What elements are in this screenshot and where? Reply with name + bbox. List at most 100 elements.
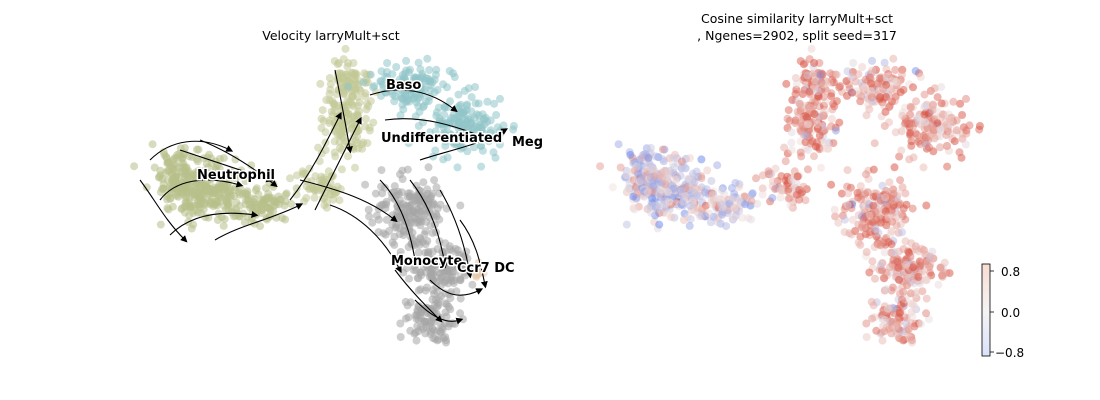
cell-point xyxy=(419,324,428,333)
cell-point xyxy=(322,96,331,104)
cell-point xyxy=(906,102,915,111)
cell-point xyxy=(835,83,844,92)
cell-point xyxy=(444,279,453,288)
cell-point xyxy=(679,216,688,224)
cell-point xyxy=(406,326,415,335)
cell-point xyxy=(870,139,879,148)
cell-point xyxy=(630,205,639,214)
cell-point xyxy=(401,79,409,88)
colorbar-tick-label-mid: 0.0 xyxy=(1001,306,1020,320)
cell-point xyxy=(871,207,880,216)
cell-point xyxy=(344,76,353,85)
cell-point xyxy=(928,106,937,115)
cell-point xyxy=(717,186,726,195)
cell-point xyxy=(925,143,933,152)
cell-point xyxy=(940,258,949,267)
cell-point xyxy=(896,88,905,97)
cell-point xyxy=(442,336,450,345)
cell-point xyxy=(650,172,659,181)
cell-point xyxy=(626,150,635,159)
colorbar-gradient xyxy=(981,263,991,357)
cell-point xyxy=(418,72,427,81)
velocity-panel: Velocity larryMult+sct Baso Undifferenti… xyxy=(130,28,545,347)
cell-point xyxy=(908,204,917,213)
cell-point xyxy=(353,112,362,121)
cell-point xyxy=(425,66,434,74)
cell-point xyxy=(226,167,235,176)
cell-point xyxy=(856,182,865,191)
cell-point xyxy=(429,152,438,161)
cell-point xyxy=(875,74,884,83)
cell-point xyxy=(361,114,370,123)
cell-point xyxy=(926,252,935,261)
cell-point xyxy=(916,73,925,81)
cell-point xyxy=(892,221,901,230)
streamline xyxy=(429,279,484,296)
cell-point xyxy=(907,141,916,150)
cell-point xyxy=(181,208,189,217)
cell-point xyxy=(354,144,363,153)
cell-point xyxy=(396,111,405,120)
cell-point xyxy=(827,114,836,123)
cell-point xyxy=(326,80,335,89)
cell-point xyxy=(183,182,192,191)
cell-point xyxy=(333,60,342,69)
cell-point xyxy=(281,215,290,224)
cell-point xyxy=(490,99,499,108)
cell-point xyxy=(658,155,667,164)
cell-point xyxy=(830,205,839,214)
cell-point xyxy=(445,129,454,138)
streamline xyxy=(414,299,464,325)
cell-point xyxy=(797,119,806,128)
cell-point xyxy=(368,218,377,227)
cell-point xyxy=(915,279,924,288)
cell-point xyxy=(817,163,825,172)
cell-point xyxy=(142,183,151,192)
cell-point xyxy=(845,229,854,238)
cell-point xyxy=(664,188,672,197)
cell-point xyxy=(417,304,426,313)
cell-point xyxy=(728,214,737,223)
cell-point xyxy=(926,260,935,269)
cell-point xyxy=(281,197,290,206)
cell-point xyxy=(899,288,908,296)
colorbar-tick-label-top: 0.8 xyxy=(1001,265,1020,279)
cell-point xyxy=(785,116,794,125)
cell-point xyxy=(660,166,669,175)
cell-point xyxy=(423,54,432,63)
cell-point xyxy=(916,260,925,269)
cell-point xyxy=(292,184,301,193)
cell-point xyxy=(911,67,920,75)
cell-point xyxy=(914,273,923,281)
cell-point xyxy=(424,163,433,172)
cell-point xyxy=(321,128,330,137)
cell-point xyxy=(430,88,439,97)
cell-point xyxy=(416,285,425,294)
cell-point xyxy=(431,70,440,79)
cell-point xyxy=(644,153,653,162)
cell-point xyxy=(776,193,785,202)
cell-point xyxy=(446,97,454,106)
cell-point xyxy=(330,148,339,157)
cell-point xyxy=(391,223,400,232)
cell-point xyxy=(862,111,871,120)
cell-point xyxy=(399,73,408,82)
cell-point xyxy=(442,312,451,321)
cell-point xyxy=(403,165,412,174)
cell-point xyxy=(622,220,631,229)
cell-point xyxy=(877,260,886,269)
cell-point xyxy=(643,188,652,197)
cell-point xyxy=(787,128,796,137)
cell-point xyxy=(883,304,892,313)
streamline xyxy=(149,140,234,161)
cell-point xyxy=(369,83,378,92)
cell-point xyxy=(686,215,695,224)
cell-point xyxy=(843,67,852,76)
cell-point xyxy=(351,163,359,172)
cell-point xyxy=(730,203,739,212)
cell-point xyxy=(831,212,840,221)
cell-point xyxy=(865,105,874,114)
cell-point xyxy=(412,336,421,345)
cell-point xyxy=(483,97,492,106)
